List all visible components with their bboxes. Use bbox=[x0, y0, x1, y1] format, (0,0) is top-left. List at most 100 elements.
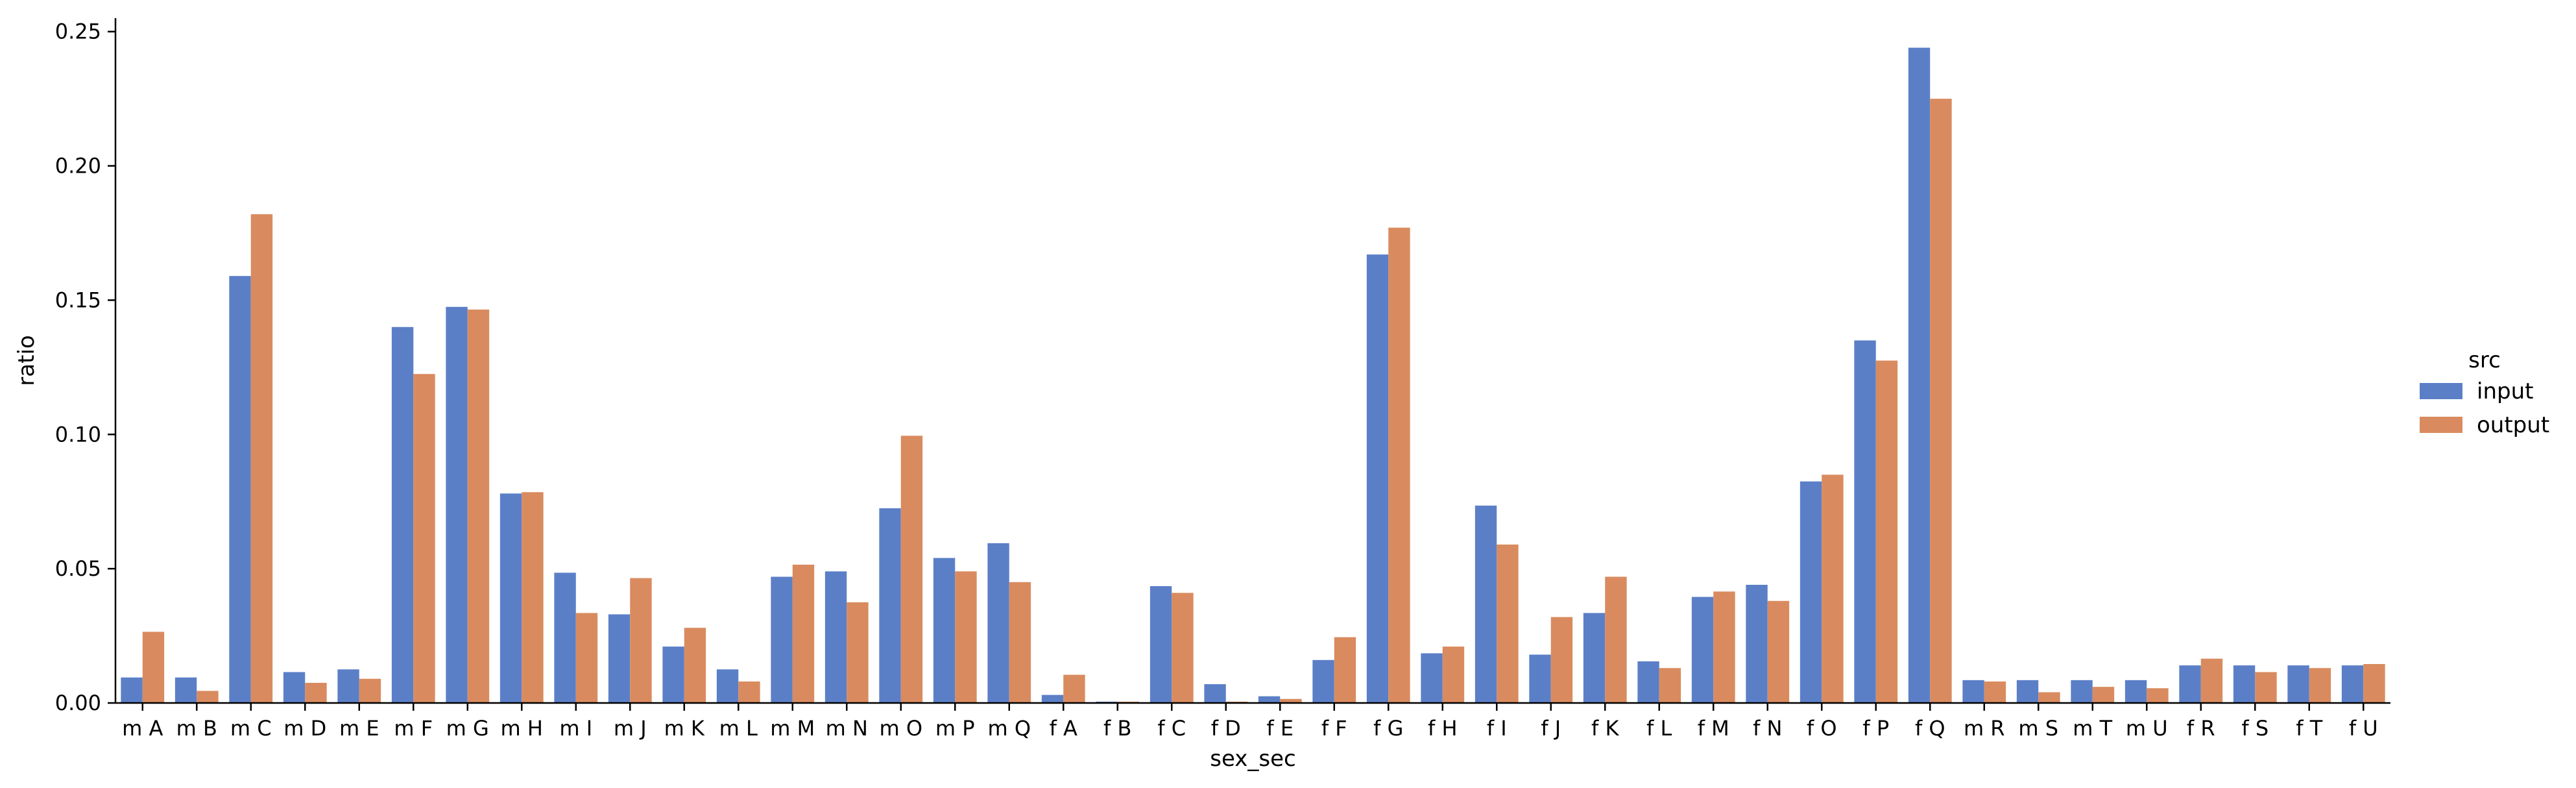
bar-input-m-q bbox=[987, 543, 1009, 703]
bar-output-f-k bbox=[1605, 576, 1627, 703]
x-tick-label: f A bbox=[1050, 716, 1077, 741]
bar-input-f-r bbox=[2179, 665, 2201, 703]
x-tick-label: m B bbox=[176, 716, 217, 741]
bar-output-f-h bbox=[1442, 646, 1465, 703]
x-tick-label: f P bbox=[1862, 716, 1889, 741]
bar-output-f-n bbox=[1767, 600, 1790, 703]
bar-output-f-t bbox=[2309, 668, 2331, 703]
bar-input-f-q bbox=[1908, 47, 1931, 703]
x-tick-label: f C bbox=[1157, 716, 1186, 741]
x-tick-label: m O bbox=[879, 716, 922, 741]
x-tick-label: m K bbox=[664, 716, 705, 741]
x-tick-label: f H bbox=[1428, 716, 1458, 741]
bar-input-m-o bbox=[879, 508, 901, 703]
bar-output-m-f bbox=[413, 374, 435, 703]
axes-group: 0.00 0.05 0.10 0.15 0.20 0.25 m A m B m C m D m E m… bbox=[55, 18, 2390, 741]
bar-output-m-a bbox=[142, 632, 165, 703]
bar-output-m-q bbox=[1009, 582, 1031, 703]
x-tick-label: m J bbox=[614, 716, 647, 741]
x-tick-label: m Q bbox=[987, 716, 1031, 741]
bar-output-f-l bbox=[1659, 668, 1681, 703]
x-tick-label: m L bbox=[719, 716, 758, 741]
legend-title: src bbox=[2468, 347, 2501, 373]
bar-input-f-k bbox=[1583, 613, 1606, 703]
bar-output-m-o bbox=[900, 436, 923, 703]
bar-input-m-d bbox=[283, 672, 306, 703]
bar-input-m-p bbox=[933, 558, 956, 703]
bar-input-m-l bbox=[716, 669, 739, 703]
bar-input-m-b bbox=[175, 677, 197, 703]
x-tick-label: m N bbox=[826, 716, 868, 741]
y-tick-label: 0.10 bbox=[55, 422, 101, 447]
bar-input-m-h bbox=[500, 493, 522, 703]
y-tick-label: 0.05 bbox=[55, 556, 101, 581]
bar-output-m-p bbox=[955, 571, 977, 703]
bar-input-m-m bbox=[771, 576, 793, 703]
x-axis-title: sex_sec bbox=[1210, 746, 1295, 772]
bar-input-f-i bbox=[1475, 505, 1497, 703]
x-tick-label: m H bbox=[501, 716, 543, 741]
bar-input-f-o bbox=[1800, 481, 1822, 703]
bar-input-m-e bbox=[337, 669, 359, 703]
bar-output-m-i bbox=[575, 613, 598, 703]
bar-output-f-m bbox=[1713, 591, 1735, 703]
bar-output-m-g bbox=[467, 309, 490, 703]
bar-output-m-b bbox=[197, 691, 219, 703]
bar-output-m-j bbox=[630, 578, 652, 703]
bar-input-f-e bbox=[1258, 696, 1281, 703]
x-tick-label: m A bbox=[122, 716, 163, 741]
x-tick-label: f M bbox=[1698, 716, 1729, 741]
bar-input-f-h bbox=[1421, 653, 1443, 703]
x-tick-label: m R bbox=[1964, 716, 2005, 741]
bar-input-m-r bbox=[1962, 680, 1984, 703]
legend-swatch-input bbox=[2420, 383, 2462, 399]
y-axis-title: ratio bbox=[14, 335, 40, 386]
bar-output-f-q bbox=[1930, 99, 1952, 703]
bar-input-f-f bbox=[1312, 659, 1334, 703]
bar-output-f-i bbox=[1497, 544, 1519, 703]
bar-input-f-l bbox=[1637, 661, 1659, 703]
x-tick-label: f G bbox=[1373, 716, 1403, 741]
bar-input-m-g bbox=[446, 306, 468, 703]
bar-output-m-d bbox=[305, 682, 327, 703]
bar-input-f-p bbox=[1854, 340, 1876, 703]
x-tick-label: m G bbox=[446, 716, 489, 741]
y-tick-label: 0.25 bbox=[55, 19, 101, 44]
bar-input-f-c bbox=[1150, 586, 1172, 703]
x-tick-label: m E bbox=[339, 716, 379, 741]
legend: src input output bbox=[2420, 347, 2549, 438]
bar-input-f-g bbox=[1366, 254, 1389, 704]
bar-output-f-c bbox=[1172, 593, 1194, 703]
bar-input-m-k bbox=[662, 646, 684, 703]
bar-input-m-j bbox=[608, 614, 631, 703]
x-tick-label: f Q bbox=[1915, 716, 1945, 741]
bar-output-m-r bbox=[1984, 681, 2006, 703]
x-tick-label: m U bbox=[2126, 716, 2168, 741]
x-tick-label: f J bbox=[1541, 716, 1561, 741]
bar-output-f-r bbox=[2200, 658, 2223, 703]
bar-input-m-n bbox=[825, 571, 847, 703]
x-tick-label: m S bbox=[2018, 716, 2058, 741]
bar-input-f-s bbox=[2233, 665, 2256, 703]
bar-output-m-s bbox=[2038, 692, 2060, 703]
bar-input-f-j bbox=[1529, 654, 1551, 703]
bar-output-f-e bbox=[1280, 698, 1302, 703]
bar-output-m-u bbox=[2147, 688, 2169, 703]
bar-output-f-f bbox=[1334, 637, 1356, 703]
x-tick-label: m T bbox=[2073, 716, 2112, 741]
x-tick-label: f O bbox=[1807, 716, 1837, 741]
bar-output-m-n bbox=[847, 602, 869, 703]
bar-input-m-u bbox=[2125, 680, 2147, 703]
x-tick-label: f I bbox=[1487, 716, 1507, 741]
x-tick-label: f U bbox=[2349, 716, 2378, 741]
bar-input-m-f bbox=[391, 326, 414, 703]
bar-input-m-s bbox=[2016, 680, 2039, 703]
bar-input-f-a bbox=[1041, 695, 1064, 703]
bar-output-m-k bbox=[684, 628, 706, 703]
bar-input-m-a bbox=[121, 677, 143, 703]
bar-output-m-l bbox=[738, 681, 760, 703]
bar-output-m-t bbox=[2092, 687, 2115, 703]
x-tick-label: f R bbox=[2187, 716, 2215, 741]
x-tick-label: f K bbox=[1591, 716, 1619, 741]
bar-input-f-m bbox=[1691, 597, 1714, 703]
